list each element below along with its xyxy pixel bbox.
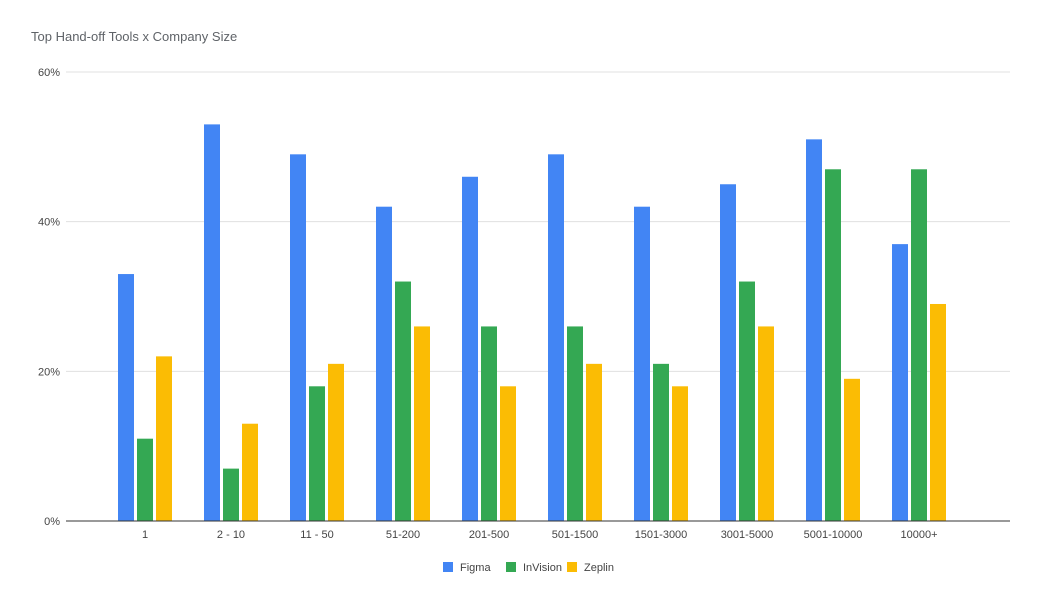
bar-invision [911, 169, 927, 522]
y-tick-label: 20% [38, 366, 60, 378]
bar-figma [204, 124, 220, 521]
bars [118, 124, 946, 522]
x-tick-label: 5001-10000 [804, 529, 863, 541]
bar-invision [825, 169, 841, 522]
bar-figma [118, 274, 134, 521]
bar-zeplin [500, 386, 516, 521]
x-tick-label: 501-1500 [552, 529, 599, 541]
gridlines [66, 71, 1010, 372]
bar-figma [892, 244, 908, 521]
y-tick-label: 60% [38, 67, 60, 79]
bar-figma [634, 206, 650, 521]
bar-zeplin [758, 326, 774, 521]
bar-invision [653, 363, 669, 521]
legend-swatch-zeplin [567, 562, 577, 572]
bar-zeplin [414, 326, 430, 521]
bar-zeplin [672, 386, 688, 521]
bar-invision [567, 326, 583, 521]
bar-invision [223, 468, 239, 521]
bar-figma [548, 154, 564, 522]
x-tick-label: 10000+ [900, 529, 937, 541]
bar-figma [720, 184, 736, 521]
legend: Figma InVision Zeplin [443, 562, 614, 574]
bar-figma [462, 176, 478, 521]
x-axis-ticks: 1 2 - 10 11 - 50 51-200 201-500 501-1500 1501-… [142, 529, 938, 541]
x-tick-label: 2 - 10 [217, 529, 245, 541]
bar-invision [137, 438, 153, 521]
y-axis-ticks: 0% 20% 40% 60% [38, 67, 60, 528]
bar-zeplin [156, 356, 172, 521]
bar-figma [376, 206, 392, 521]
y-tick-label: 40% [38, 217, 60, 229]
bar-zeplin [844, 378, 860, 521]
legend-swatch-figma [443, 562, 453, 572]
bar-zeplin [586, 363, 602, 521]
bar-zeplin [930, 303, 946, 521]
bar-figma [290, 154, 306, 522]
bar-invision [481, 326, 497, 521]
x-tick-label: 11 - 50 [300, 529, 333, 541]
x-tick-label: 201-500 [469, 529, 509, 541]
legend-swatch-invision [506, 562, 516, 572]
x-tick-label: 3001-5000 [721, 529, 774, 541]
bar-figma [806, 139, 822, 521]
legend-label-zeplin: Zeplin [584, 562, 614, 574]
legend-label-invision: InVision [523, 562, 562, 574]
bar-invision [739, 281, 755, 521]
y-tick-label: 0% [44, 516, 60, 528]
bar-zeplin [328, 363, 344, 521]
bar-invision [309, 386, 325, 521]
bar-invision [395, 281, 411, 521]
legend-label-figma: Figma [460, 562, 491, 574]
x-tick-label: 51-200 [386, 529, 420, 541]
x-tick-label: 1501-3000 [635, 529, 688, 541]
x-tick-label: 1 [142, 529, 148, 541]
bar-zeplin [242, 423, 258, 521]
chart-title: Top Hand-off Tools x Company Size [31, 29, 238, 44]
